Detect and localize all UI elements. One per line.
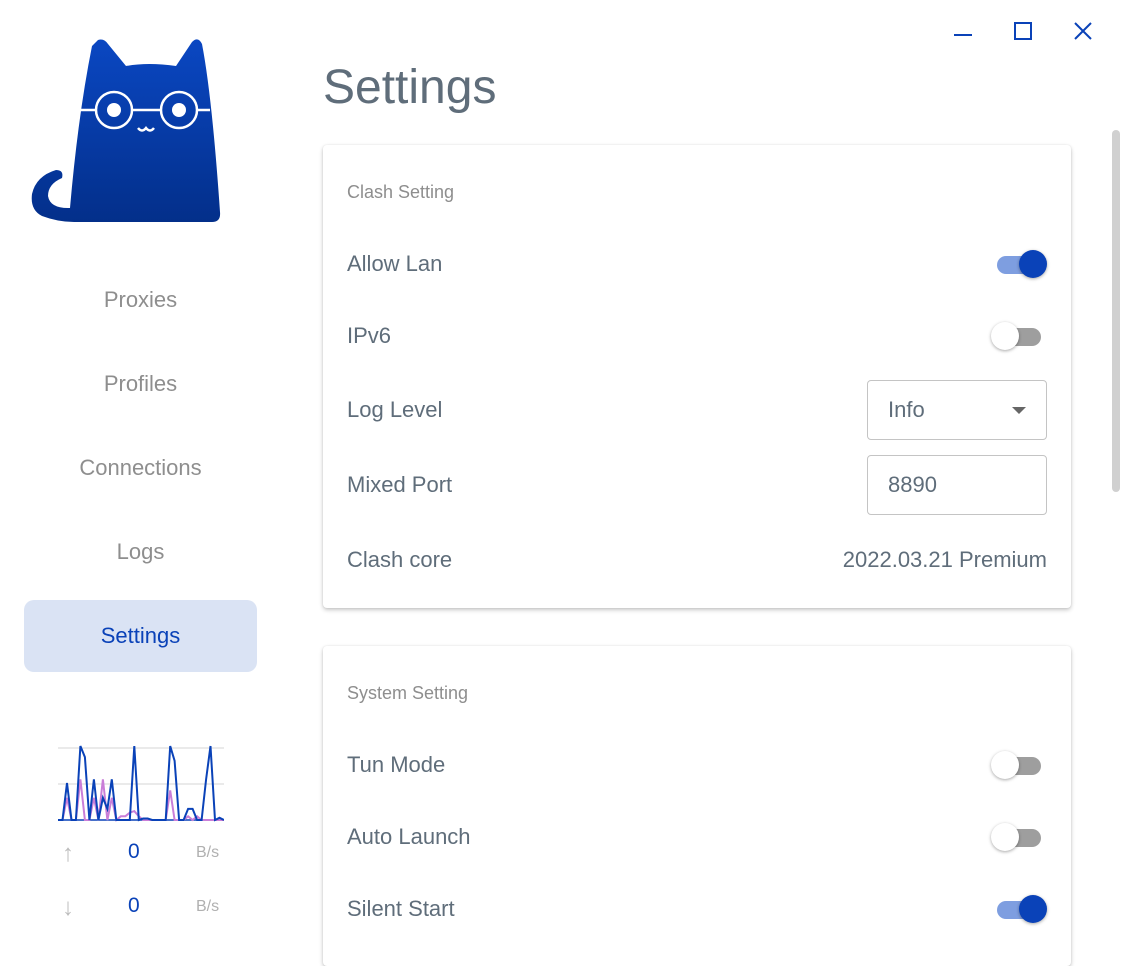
download-unit: B/s xyxy=(196,898,220,915)
allow-lan-toggle[interactable] xyxy=(991,249,1047,279)
download-row: ↓ 0 B/s xyxy=(58,894,228,924)
arrow-up-icon: ↑ xyxy=(62,840,74,867)
log-level-value: Info xyxy=(888,397,925,422)
cat-logo xyxy=(31,39,221,222)
maximize-button[interactable] xyxy=(1008,16,1038,46)
clash-core-row: Clash core 2022.03.21 Premium xyxy=(347,540,1047,580)
setting-label: Silent Start xyxy=(347,896,455,921)
minimize-icon xyxy=(954,34,972,36)
log-level-row: Log Level Info xyxy=(347,380,1047,440)
upload-speed: 0 xyxy=(128,840,140,863)
card-title: Clash Setting xyxy=(347,182,455,202)
minimize-button[interactable] xyxy=(948,16,978,46)
log-level-select[interactable]: Info xyxy=(867,380,1047,440)
clash-setting-card: Clash Setting Allow Lan IPv6 Log Level I… xyxy=(323,145,1071,608)
upload-series-line xyxy=(58,745,224,822)
setting-label: Allow Lan xyxy=(347,251,443,276)
card-title: System Setting xyxy=(347,683,469,703)
upload-unit: B/s xyxy=(196,844,220,861)
allow-lan-row: Allow Lan xyxy=(347,244,1047,284)
clash-core-version: 2022.03.21 Premium xyxy=(842,547,1047,572)
auto-launch-toggle[interactable] xyxy=(991,822,1047,852)
ipv6-row: IPv6 xyxy=(347,316,1047,356)
setting-label: Mixed Port xyxy=(347,472,453,497)
sidebar-item-proxies[interactable]: Proxies xyxy=(103,287,178,312)
upload-row: ↑ 0 B/s xyxy=(58,840,228,870)
sidebar-nav: Proxies Profiles Connections Logs Settin… xyxy=(24,264,257,684)
download-series-line xyxy=(58,779,224,822)
page-title: Settings xyxy=(323,61,497,114)
setting-label: Auto Launch xyxy=(347,824,471,849)
traffic-graph xyxy=(58,745,224,822)
mixed-port-input[interactable]: 8890 xyxy=(867,455,1047,515)
sidebar-item-settings[interactable]: Settings xyxy=(24,600,257,672)
silent-start-row: Silent Start xyxy=(347,889,1047,929)
setting-label: Log Level xyxy=(347,397,443,422)
sidebar: Proxies Profiles Connections Logs Settin… xyxy=(0,0,282,937)
close-button[interactable] xyxy=(1068,16,1098,46)
scrollbar[interactable] xyxy=(1112,130,1120,492)
sidebar-item-profiles[interactable]: Profiles xyxy=(103,371,178,396)
close-icon xyxy=(1074,22,1092,40)
sidebar-item-logs[interactable]: Logs xyxy=(116,539,165,564)
sidebar-item-connections[interactable]: Connections xyxy=(79,455,202,480)
maximize-icon xyxy=(1014,22,1032,40)
mixed-port-value: 8890 xyxy=(888,472,937,497)
tun-mode-toggle[interactable] xyxy=(991,750,1047,780)
silent-start-toggle[interactable] xyxy=(991,894,1047,924)
caret-down-icon xyxy=(1012,406,1026,414)
mixed-port-row: Mixed Port 8890 xyxy=(347,455,1047,515)
auto-launch-row: Auto Launch xyxy=(347,817,1047,857)
setting-label: Clash core xyxy=(347,547,453,572)
download-speed: 0 xyxy=(128,894,140,917)
setting-label: Tun Mode xyxy=(347,752,446,777)
tun-mode-row: Tun Mode xyxy=(347,745,1047,785)
ipv6-toggle[interactable] xyxy=(991,321,1047,351)
setting-label: IPv6 xyxy=(347,323,392,348)
arrow-down-icon: ↓ xyxy=(62,894,74,921)
system-setting-card: System Setting Tun Mode Auto Launch Sile… xyxy=(323,646,1071,966)
